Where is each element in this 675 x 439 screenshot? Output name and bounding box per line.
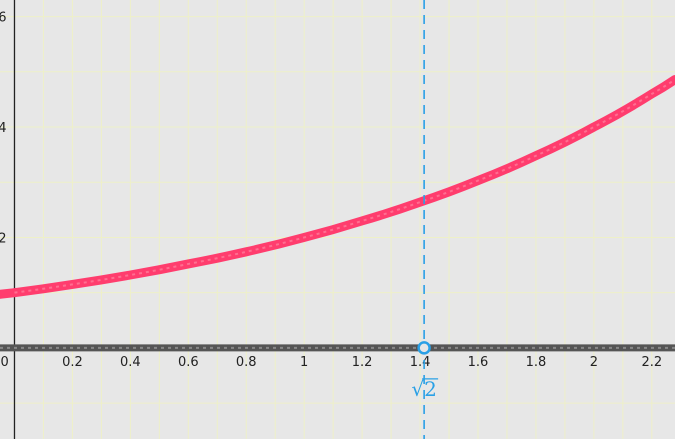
tick-labels: 0 0.2 0.4 0.6 0.8 1 1.2 1.4 1.6 1.8 2 2.2 2 4 6 bbox=[0, 11, 662, 370]
sqrt2-label: √2 bbox=[411, 377, 436, 401]
x-tick-label: 2 bbox=[590, 355, 598, 370]
series-line bbox=[9, 75, 675, 298]
x-tick-label: 0.8 bbox=[236, 355, 257, 370]
sqrt2-point bbox=[417, 341, 431, 355]
y-tick-label: 4 bbox=[0, 121, 6, 136]
x-tick-label: 1 bbox=[300, 355, 308, 370]
series-group bbox=[0, 75, 675, 352]
x-tick-label: 1.4 bbox=[410, 355, 431, 370]
y-tick-label: 6 bbox=[0, 11, 6, 26]
x-tick-label: 2.2 bbox=[641, 355, 662, 370]
x-tick-label: 1.2 bbox=[352, 355, 373, 370]
x-tick-label: 0.4 bbox=[120, 355, 141, 370]
x-tick-label: 1.8 bbox=[526, 355, 547, 370]
x-tick-label: 0 bbox=[0, 355, 8, 370]
x-tick-label: 0.6 bbox=[178, 355, 199, 370]
series-line-texture bbox=[14, 78, 675, 294]
x-tick-label: 1.6 bbox=[468, 355, 489, 370]
x-tick-label: 0.2 bbox=[62, 355, 83, 370]
annotations: √2 bbox=[411, 0, 439, 439]
y-tick-label: 2 bbox=[0, 231, 6, 246]
